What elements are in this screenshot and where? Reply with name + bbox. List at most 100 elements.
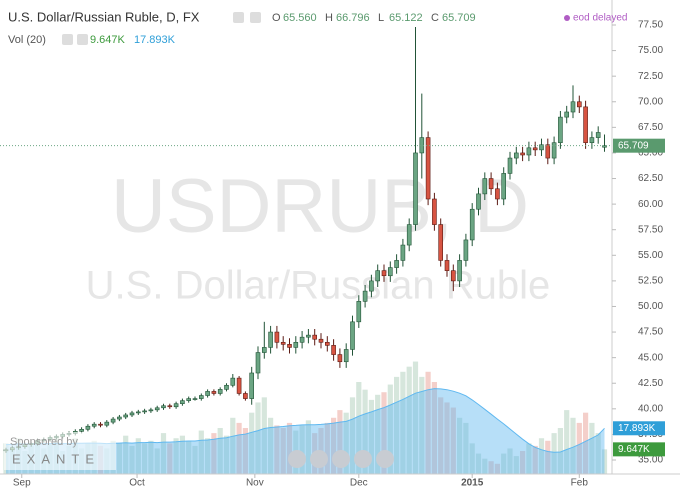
legend-value: 65.560	[283, 12, 317, 24]
volume-hide-icon[interactable]	[77, 34, 88, 45]
x-tick-label: Nov	[246, 478, 264, 489]
volume-bar	[299, 425, 305, 474]
candle-body	[331, 345, 336, 355]
x-tick-label: Oct	[129, 478, 145, 489]
volume-bar	[450, 407, 456, 474]
candle-body	[526, 147, 532, 156]
volume-bar	[349, 397, 356, 474]
hide-icon[interactable]	[250, 12, 261, 23]
volume-bar	[551, 433, 557, 474]
volume-bar	[261, 397, 267, 474]
volume-ma-value: 17.893K	[134, 34, 176, 46]
volume-bar	[501, 453, 507, 474]
volume-bar	[255, 402, 261, 474]
candle-body	[173, 403, 179, 408]
legend-value: 65.122	[389, 12, 423, 24]
volume-bar	[129, 445, 135, 474]
volume-bar	[142, 443, 148, 474]
candle-body	[482, 178, 488, 195]
volume-bar	[513, 456, 519, 474]
candle-body	[362, 290, 368, 302]
volume-bar	[116, 443, 122, 474]
volume-bar	[419, 376, 425, 474]
volume-bar	[381, 392, 387, 474]
volume-bar	[167, 443, 173, 474]
watermark-name: U.S. Dollar/Russian Ruble	[86, 264, 551, 308]
candle-body	[463, 239, 469, 261]
zoom-out-button[interactable]	[310, 450, 328, 468]
sponsor-box[interactable]	[4, 432, 116, 470]
volume-ma-tag-label: 17.893K	[618, 423, 656, 434]
candle-body	[85, 425, 91, 430]
volume-bar	[538, 438, 545, 474]
volume-bar	[400, 371, 406, 474]
volume-bar	[211, 433, 217, 474]
candle-body	[602, 145, 607, 148]
volume-bar	[179, 435, 185, 474]
scroll-left-button[interactable]	[288, 450, 306, 468]
status: eod delayed	[573, 13, 628, 24]
volume-value: 9.647K	[90, 34, 126, 46]
volume-settings-icon[interactable]	[62, 34, 73, 45]
volume-bar	[475, 453, 482, 474]
scroll-right-button[interactable]	[376, 450, 394, 468]
legend-label: H	[325, 12, 333, 24]
candle-body	[589, 137, 595, 144]
candle-body	[199, 395, 204, 399]
x-tick-label: Sep	[13, 478, 31, 489]
candle-body	[438, 224, 444, 261]
candle-body	[268, 331, 273, 348]
candle-body	[576, 101, 582, 108]
volume-bar	[494, 463, 500, 474]
y-tick-label: 45.00	[638, 352, 663, 363]
candle-body	[123, 414, 128, 418]
candle-body	[274, 331, 280, 343]
volume-bar	[557, 428, 563, 474]
volume-ma-tag	[613, 421, 665, 436]
candle-body	[230, 377, 236, 386]
volume-bar	[362, 389, 368, 474]
y-tick-label: 77.50	[638, 20, 663, 31]
volume-bar	[576, 422, 582, 474]
y-tick-label: 65.00	[638, 148, 663, 159]
volume-bar	[148, 440, 154, 474]
last-price-label: 65.709	[618, 140, 649, 151]
candle-body	[98, 423, 103, 426]
volume-bar	[589, 422, 595, 474]
volume-bar	[482, 458, 488, 474]
zoom-in-button[interactable]	[354, 450, 372, 468]
watermark-symbol: USDRUB, D	[111, 164, 529, 249]
candle-body	[520, 152, 525, 156]
volume-bar	[337, 410, 343, 474]
volume-bar	[268, 417, 274, 474]
zoom-controls	[288, 450, 394, 468]
candle-body	[205, 391, 210, 396]
legend-value: 65.709	[442, 12, 476, 24]
volume-bar	[186, 440, 192, 474]
candle-body	[350, 321, 355, 350]
volume-bar	[570, 417, 576, 474]
status-dot	[564, 15, 570, 21]
volume-bar	[280, 428, 286, 474]
volume-bar	[331, 417, 337, 474]
y-tick-label: 40.00	[638, 403, 663, 414]
candle-body	[287, 344, 292, 348]
reset-button[interactable]	[332, 450, 350, 468]
candle-body	[161, 405, 166, 409]
candle-body	[255, 352, 261, 374]
volume-bar	[444, 402, 450, 474]
settings-icon[interactable]	[233, 12, 244, 23]
candle-body	[224, 384, 229, 390]
candle-body	[356, 301, 362, 323]
candle-body	[400, 244, 406, 261]
candle-body	[261, 347, 267, 353]
volume-bar	[192, 445, 198, 474]
candle-body	[583, 106, 588, 144]
volume-bar	[375, 394, 381, 474]
candle-body	[306, 334, 311, 338]
volume-tag-label: 9.647K	[618, 444, 650, 455]
candle-body	[551, 142, 557, 159]
volume-bar	[469, 443, 475, 474]
